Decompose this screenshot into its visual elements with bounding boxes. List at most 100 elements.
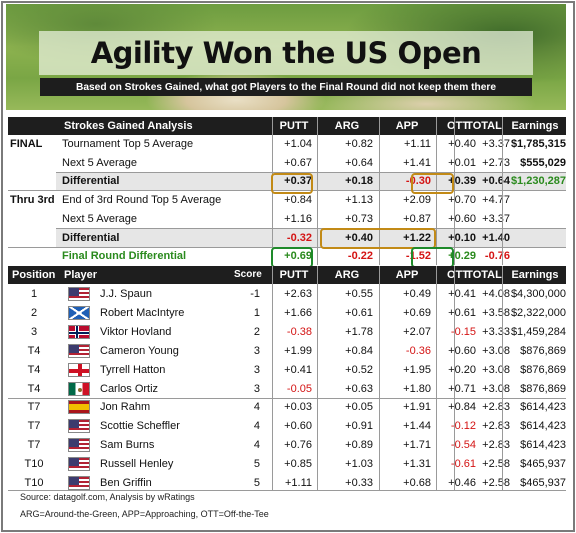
player-name: Sam Burns — [100, 439, 155, 452]
player-value: +1.03 — [345, 458, 373, 471]
scotland-flag-icon — [68, 305, 90, 320]
player-value: +3.58 — [482, 306, 510, 319]
sg-value: +0.64 — [482, 175, 510, 188]
player-value: +0.33 — [345, 477, 373, 489]
player-value: +3.33 — [482, 325, 510, 338]
sg-row-label: Next 5 Average — [62, 212, 138, 225]
player-value: +0.41 — [448, 288, 476, 300]
usa-flag-icon — [68, 419, 90, 434]
player-row: T7 Jon Rahm 4 +0.03 +0.05 +1.91 +0.84 +2.83 $614… — [8, 398, 566, 416]
sg-value: +0.73 — [345, 212, 373, 225]
sg-row-label: Tournament Top 5 Average — [62, 138, 194, 150]
player-value: +0.60 — [284, 420, 312, 433]
player-value: +1.95 — [403, 363, 431, 376]
sg-header-app: APP — [395, 120, 419, 132]
player-row: T4 Tyrrell Hatton 3 +0.41 +0.52 +1.95 +0.20 +3.… — [8, 361, 566, 379]
player-value: +0.69 — [403, 306, 431, 319]
sg-header-label: Strokes Gained Analysis — [64, 120, 193, 132]
player-row: T7 Scottie Scheffler 4 +0.60 +0.91 +1.44 -0.12… — [8, 417, 566, 435]
player-value: +0.63 — [345, 382, 373, 395]
player-header: Position Player Score PUTT ARG APP OTT T… — [8, 266, 566, 284]
player-score: 4 — [253, 439, 260, 452]
player-score: -1 — [250, 288, 260, 300]
sg-row: Final Round Differential +0.69 -0.22 -1.52 +… — [8, 247, 566, 265]
highlight-box — [271, 173, 313, 194]
player-score: 3 — [253, 382, 260, 395]
sg-value: +0.60 — [448, 212, 476, 225]
sg-value: +1.22 — [403, 231, 431, 244]
player-value: +0.84 — [345, 344, 373, 357]
sg-value: +0.29 — [448, 250, 476, 263]
player-position: T4 — [27, 363, 41, 376]
player-name: Ben Griffin — [100, 477, 152, 489]
highlight-box — [411, 247, 454, 268]
player-value: +1.78 — [345, 325, 373, 338]
player-header-earnings: Earnings — [511, 269, 559, 281]
player-name: Russell Henley — [100, 458, 174, 471]
player-position: 2 — [30, 306, 38, 319]
sg-value: +0.40 — [448, 138, 476, 150]
sg-row-label: Differential — [62, 175, 120, 188]
sg-value: +3.37 — [482, 212, 510, 225]
mexico-flag-icon — [68, 381, 90, 396]
player-name: Tyrrell Hatton — [100, 363, 166, 376]
sg-row-label: Next 5 Average — [62, 156, 138, 169]
player-row: T10 Ben Griffin 5 +1.11 +0.33 +0.68 +0.46 +2.58… — [8, 474, 566, 492]
sg-value: +1.41 — [403, 156, 431, 169]
england-flag-icon — [68, 362, 90, 377]
player-row: T7 Sam Burns 4 +0.76 +0.89 +1.71 -0.54 +2.83 $61… — [8, 436, 566, 454]
row-divider — [56, 228, 566, 229]
player-score: 5 — [253, 458, 260, 471]
player-position: T4 — [27, 344, 41, 357]
player-header-total: TOTAL — [466, 269, 502, 281]
player-value: +0.61 — [448, 306, 476, 319]
sg-header-total: TOTAL — [466, 120, 502, 132]
player-value: $614,423 — [520, 401, 566, 414]
player-score: 4 — [253, 420, 260, 433]
player-value: +3.08 — [482, 363, 510, 376]
player-value: +1.71 — [403, 439, 431, 452]
player-name: Cameron Young — [100, 344, 179, 357]
column-divider — [454, 266, 455, 490]
player-value: -0.61 — [450, 458, 476, 471]
player-value: +2.63 — [284, 288, 312, 300]
sg-value: +0.18 — [345, 175, 373, 188]
player-score: 3 — [253, 344, 260, 357]
footer-legend: ARG=Around-the-Green, APP=Approaching, O… — [20, 509, 269, 519]
row-divider — [56, 172, 566, 173]
player-score: 1 — [253, 306, 260, 319]
player-value: +1.31 — [403, 458, 431, 471]
sg-value: +0.40 — [345, 231, 373, 244]
player-value: +0.52 — [345, 363, 373, 376]
sg-value: +0.82 — [345, 138, 373, 150]
player-row: T10 Russell Henley 5 +0.85 +1.03 +1.31 -0.61 +2… — [8, 455, 566, 473]
sg-section-label: Thru 3rd — [10, 194, 55, 207]
player-position: T7 — [27, 401, 41, 414]
player-value: +3.08 — [482, 344, 510, 357]
player-value: $876,869 — [520, 344, 566, 357]
player-value: +1.80 — [403, 382, 431, 395]
player-value: $876,869 — [520, 363, 566, 376]
sg-value: +1.11 — [403, 138, 431, 150]
sg-row: Differential -0.32 +0.40 +1.22 +0.10 +1.40 — [56, 228, 566, 247]
player-value: +2.83 — [482, 401, 510, 414]
norway-flag-icon — [68, 324, 90, 339]
player-value: $614,423 — [520, 439, 566, 452]
player-value: +0.71 — [448, 382, 476, 395]
player-score: 3 — [253, 363, 260, 376]
player-header-score: Score — [234, 269, 262, 280]
player-value: $1,459,284 — [510, 325, 566, 338]
hero-banner: Agility Won the US Open Based on Strokes… — [6, 4, 566, 110]
player-row: 3 Viktor Hovland 2 -0.38 +1.78 +2.07 -0.15 +3.3… — [8, 323, 566, 341]
sg-value: +1.13 — [345, 194, 373, 207]
player-header-position: Position — [12, 269, 56, 281]
player-score: 2 — [253, 325, 260, 338]
player-value: $876,869 — [520, 382, 566, 395]
player-header-putt: PUTT — [279, 269, 309, 281]
usa-flag-icon — [68, 343, 90, 358]
column-divider — [379, 117, 380, 265]
player-name: Viktor Hovland — [100, 325, 172, 338]
highlight-box — [271, 247, 313, 268]
sg-value: +0.67 — [284, 156, 312, 169]
player-value: +0.20 — [448, 363, 476, 376]
